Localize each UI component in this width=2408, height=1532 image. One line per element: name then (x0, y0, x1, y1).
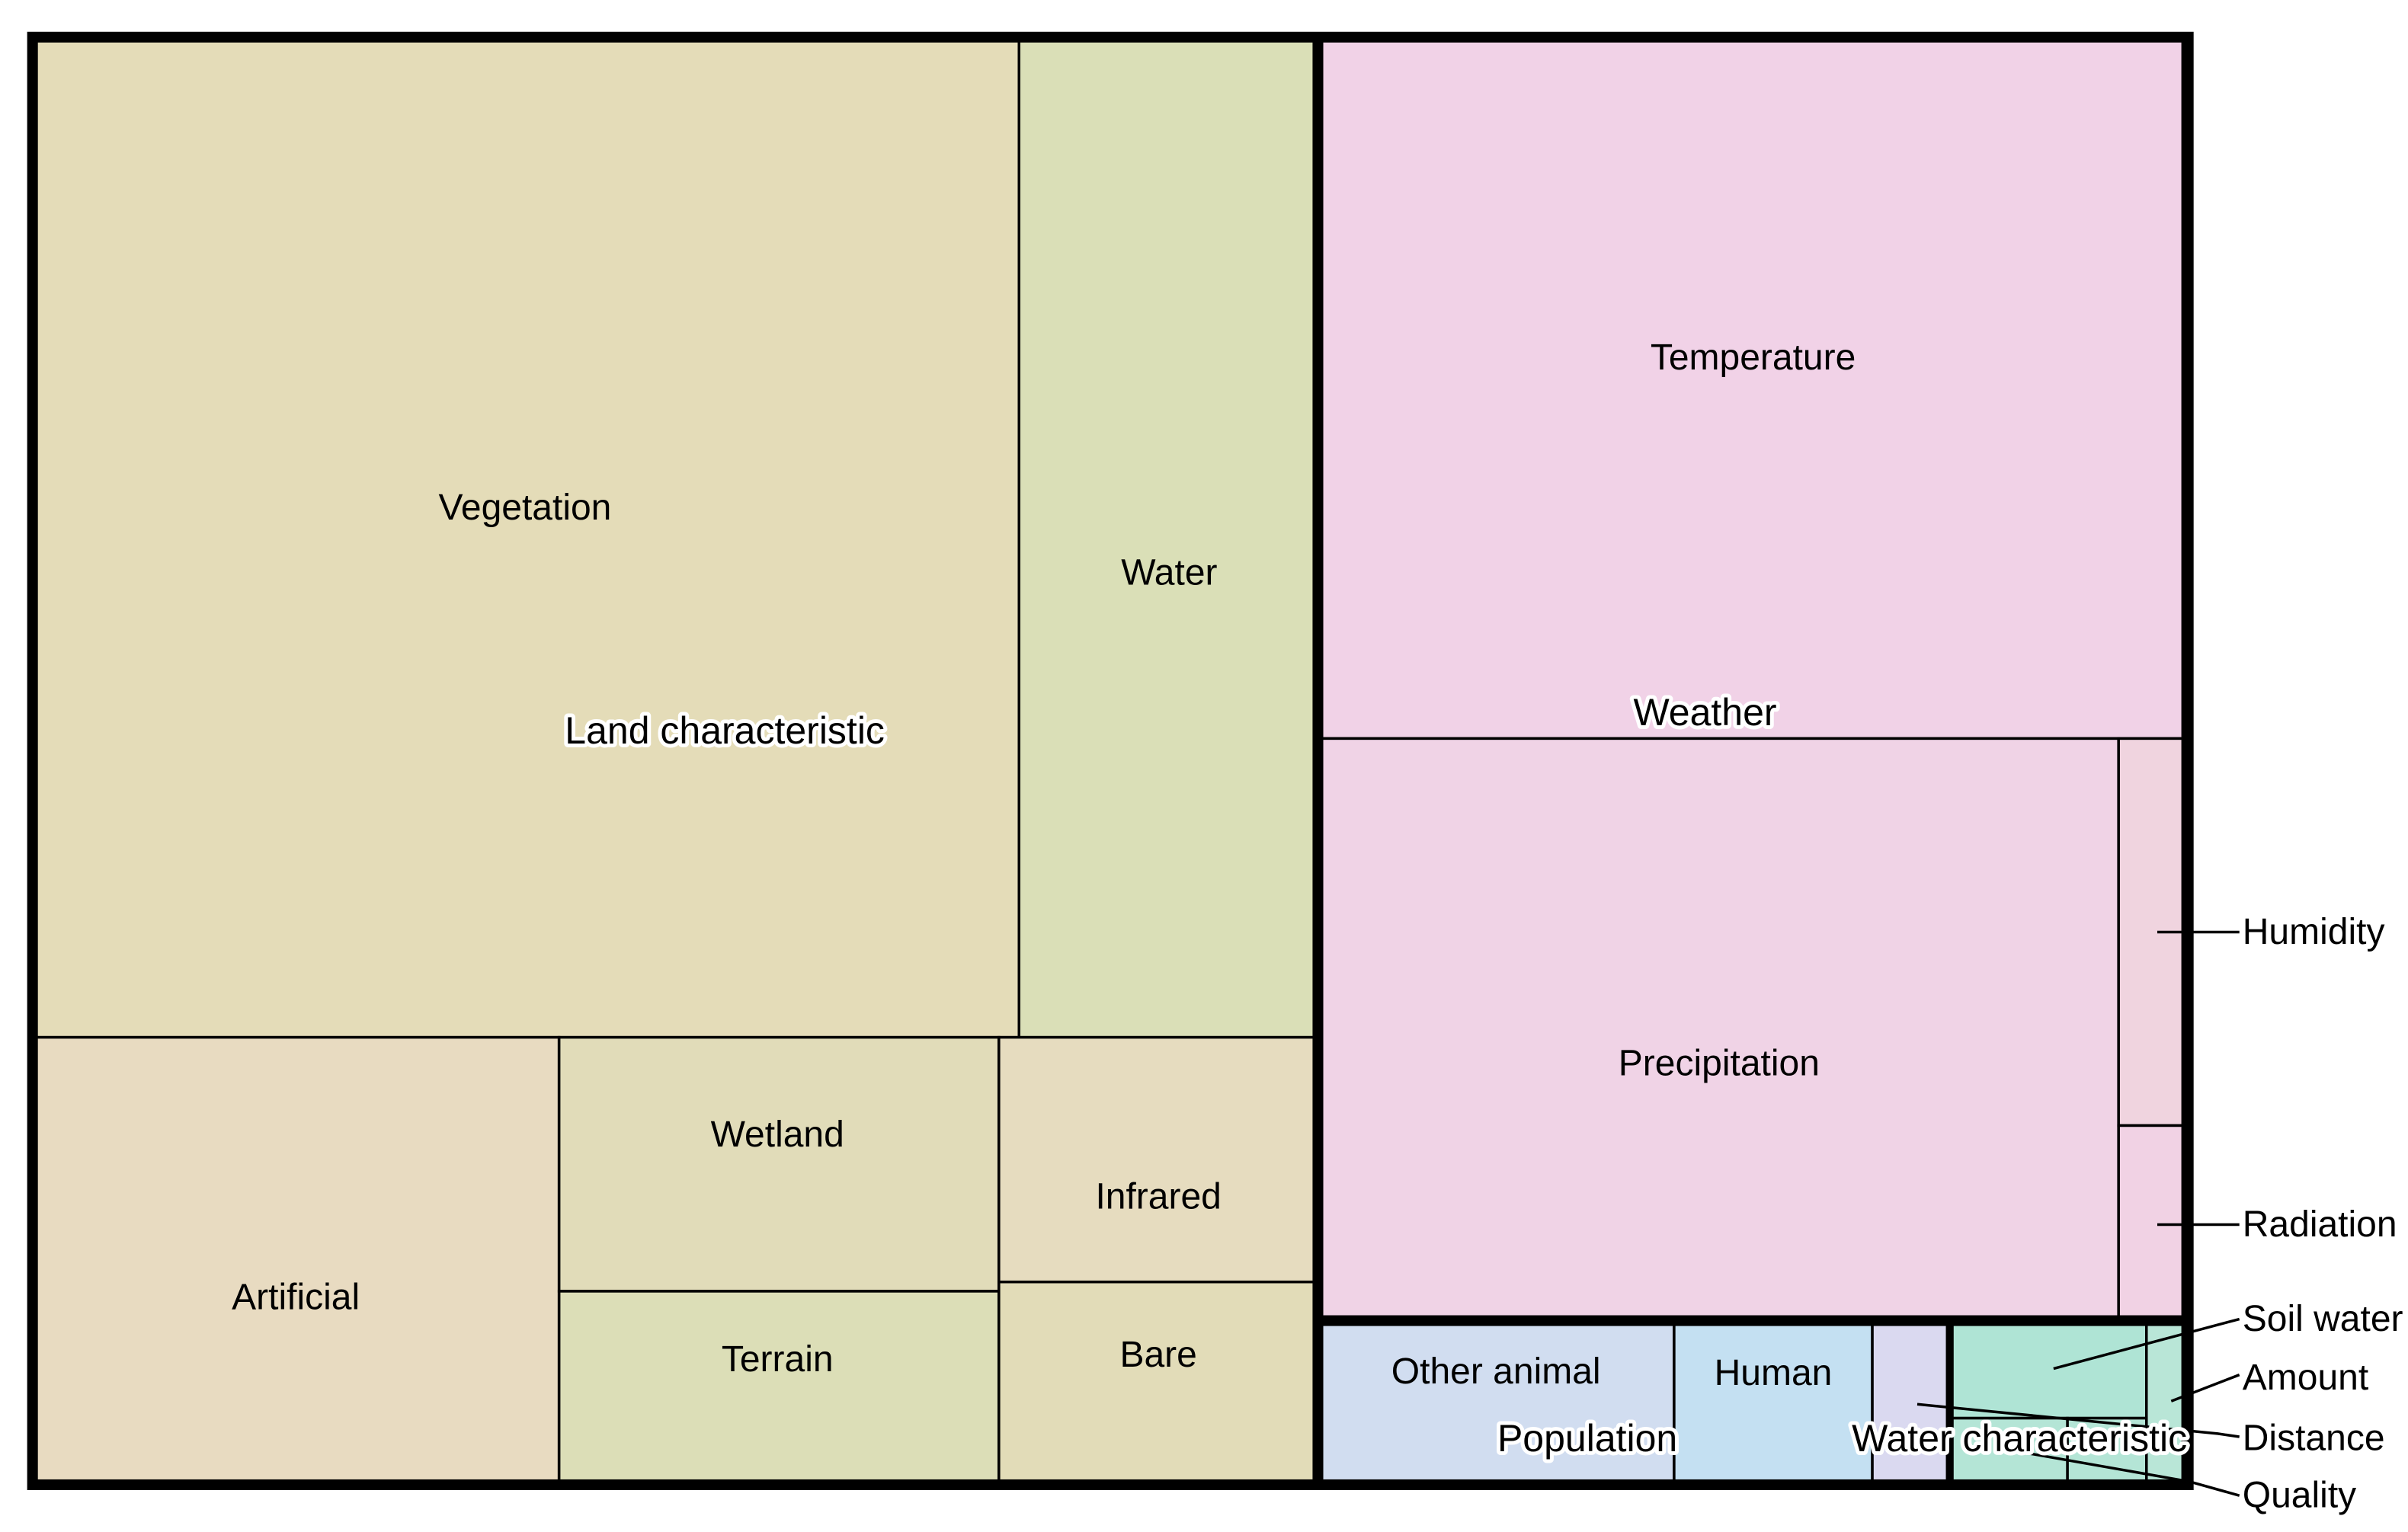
group-label-weather: Weather (1634, 691, 1777, 734)
label-terrain: Terrain (722, 1339, 834, 1380)
treemap-leaf-labels: Vegetation Water Artificial Wetland Terrain I… (232, 337, 1856, 1393)
label-other-animal: Other animal (1391, 1351, 1601, 1392)
callout-label-radiation: Radiation (2243, 1204, 2397, 1245)
treemap-group-borders (27, 31, 2194, 1491)
tile-terrain (557, 1290, 1001, 1485)
leader-line-distance (1916, 1402, 2240, 1438)
tile-artificial (32, 1035, 561, 1485)
label-infrared: Infrared (1095, 1176, 1221, 1217)
leader-line-amount (2170, 1374, 2240, 1402)
label-water: Water (1121, 552, 1217, 593)
group-label-land-characteristic: Land characteristic (565, 709, 885, 752)
label-wetland: Wetland (711, 1115, 844, 1155)
callout-label-amount: Amount (2243, 1358, 2368, 1398)
label-human: Human (1715, 1353, 1833, 1393)
callout-label-quality: Quality (2243, 1476, 2356, 1516)
tile-vegetation (32, 37, 1021, 1039)
label-temperature: Temperature (1651, 337, 1856, 378)
treemap-callouts: Humidity Radiation Soil water Amount Distanc… (1916, 912, 2403, 1516)
label-precipitation: Precipitation (1619, 1044, 1820, 1084)
callout-label-humidity: Humidity (2243, 912, 2385, 952)
treemap-tiles (32, 37, 2187, 1485)
tile-human (1673, 1320, 1874, 1485)
tile-soil-water (1948, 1320, 2148, 1420)
tile-other-animal (1318, 1320, 1676, 1485)
callout-label-soil-water: Soil water (2243, 1299, 2403, 1339)
leader-line-soil-water (2053, 1317, 2240, 1370)
leader-line-quality (2013, 1449, 2240, 1497)
tile-water (1017, 37, 1318, 1039)
label-bare: Bare (1119, 1335, 1196, 1375)
tile-temperature (1318, 37, 2187, 740)
group-label-water-characteristic: Water characteristic (1852, 1417, 2187, 1460)
tile-bare (997, 1280, 1318, 1485)
callout-label-distance: Distance (2243, 1418, 2385, 1459)
tile-wetland (557, 1035, 1001, 1293)
label-vegetation: Vegetation (439, 488, 612, 528)
group-label-population: Population (1497, 1417, 1677, 1460)
tile-radiation (2117, 1124, 2187, 1321)
tile-precipitation (1318, 737, 2120, 1321)
label-artificial: Artificial (232, 1278, 360, 1318)
treemap-outer-border (27, 31, 2194, 1491)
tile-infrared (997, 1035, 1318, 1284)
treemap-group-labels: Land characteristic Weather Population Wate… (561, 687, 2191, 1463)
